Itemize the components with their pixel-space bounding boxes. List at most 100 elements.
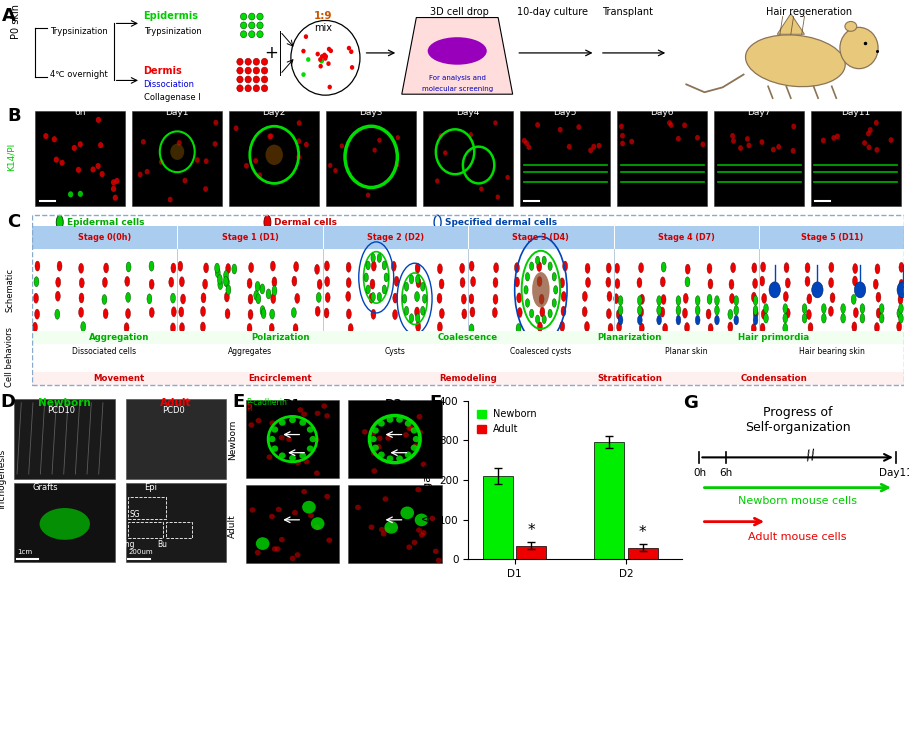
Circle shape: [325, 293, 330, 302]
Circle shape: [377, 138, 382, 143]
Circle shape: [854, 308, 858, 318]
Ellipse shape: [812, 282, 823, 298]
Circle shape: [829, 277, 834, 288]
Circle shape: [754, 296, 758, 305]
Circle shape: [226, 285, 231, 295]
Circle shape: [292, 276, 297, 286]
Text: 200um: 200um: [128, 549, 153, 555]
Text: B: B: [7, 107, 21, 125]
Circle shape: [245, 58, 251, 65]
Circle shape: [505, 175, 510, 180]
Text: Trichogenesis: Trichogenesis: [0, 450, 7, 512]
Circle shape: [225, 292, 229, 302]
Circle shape: [181, 294, 185, 304]
Circle shape: [376, 435, 383, 441]
Circle shape: [310, 436, 316, 442]
Circle shape: [52, 136, 57, 142]
Circle shape: [249, 262, 254, 273]
Circle shape: [415, 292, 419, 302]
Circle shape: [762, 293, 766, 303]
Circle shape: [860, 304, 864, 313]
Circle shape: [346, 46, 351, 51]
Circle shape: [408, 426, 414, 431]
Circle shape: [102, 295, 107, 305]
Circle shape: [437, 322, 443, 332]
Circle shape: [57, 261, 62, 271]
Circle shape: [667, 120, 672, 125]
Circle shape: [256, 294, 261, 304]
Circle shape: [95, 163, 101, 169]
FancyBboxPatch shape: [245, 485, 339, 563]
Circle shape: [419, 532, 425, 538]
Circle shape: [325, 261, 329, 271]
Text: Day6: Day6: [650, 108, 674, 117]
Text: Day11: Day11: [879, 468, 909, 478]
Circle shape: [340, 144, 345, 148]
Circle shape: [606, 308, 611, 318]
Text: Planar skin: Planar skin: [665, 347, 707, 355]
Circle shape: [297, 407, 304, 413]
Circle shape: [403, 432, 409, 438]
Circle shape: [248, 22, 255, 29]
Circle shape: [346, 262, 351, 272]
Text: Day7: Day7: [747, 108, 771, 117]
Text: //: //: [805, 447, 816, 462]
Circle shape: [320, 54, 325, 59]
Circle shape: [180, 323, 185, 333]
Text: Dermal cells: Dermal cells: [275, 218, 337, 227]
Circle shape: [295, 460, 301, 466]
Circle shape: [535, 315, 540, 324]
Circle shape: [415, 513, 428, 526]
Circle shape: [267, 134, 273, 139]
Circle shape: [301, 489, 307, 494]
Ellipse shape: [769, 282, 781, 298]
Circle shape: [851, 294, 856, 305]
Circle shape: [439, 279, 444, 289]
Circle shape: [172, 307, 176, 317]
Circle shape: [324, 54, 328, 59]
Text: Dissociated cells: Dissociated cells: [73, 347, 136, 355]
Circle shape: [728, 322, 733, 332]
Circle shape: [245, 67, 251, 74]
Circle shape: [785, 278, 790, 288]
Circle shape: [514, 277, 519, 287]
Circle shape: [588, 147, 593, 153]
Circle shape: [875, 264, 880, 274]
Circle shape: [396, 455, 403, 462]
Circle shape: [684, 293, 688, 303]
Circle shape: [415, 487, 421, 492]
Text: Progress of
Self-organization: Progress of Self-organization: [744, 407, 851, 435]
Circle shape: [215, 268, 220, 277]
Text: Dermis: Dermis: [144, 66, 183, 76]
Circle shape: [372, 445, 379, 451]
Circle shape: [178, 262, 183, 271]
Circle shape: [33, 322, 37, 332]
Circle shape: [406, 544, 412, 550]
Circle shape: [395, 135, 400, 140]
Circle shape: [629, 139, 634, 144]
Circle shape: [225, 308, 230, 319]
Circle shape: [731, 263, 735, 273]
Text: 6h: 6h: [719, 468, 733, 478]
Circle shape: [832, 135, 836, 141]
Circle shape: [272, 426, 278, 432]
Circle shape: [783, 304, 787, 313]
Bar: [628, 547, 657, 559]
Circle shape: [115, 178, 119, 184]
Circle shape: [334, 168, 337, 173]
Circle shape: [618, 296, 623, 305]
Circle shape: [803, 314, 807, 323]
Circle shape: [516, 324, 521, 333]
Circle shape: [411, 427, 417, 434]
Circle shape: [368, 525, 375, 530]
Circle shape: [95, 117, 101, 123]
Circle shape: [371, 293, 375, 302]
Circle shape: [853, 264, 857, 274]
Circle shape: [385, 273, 388, 282]
Circle shape: [542, 315, 546, 324]
Polygon shape: [402, 17, 513, 94]
Text: Trypsinization: Trypsinization: [144, 26, 202, 36]
Circle shape: [470, 307, 474, 317]
FancyBboxPatch shape: [229, 111, 319, 206]
Circle shape: [327, 47, 331, 51]
